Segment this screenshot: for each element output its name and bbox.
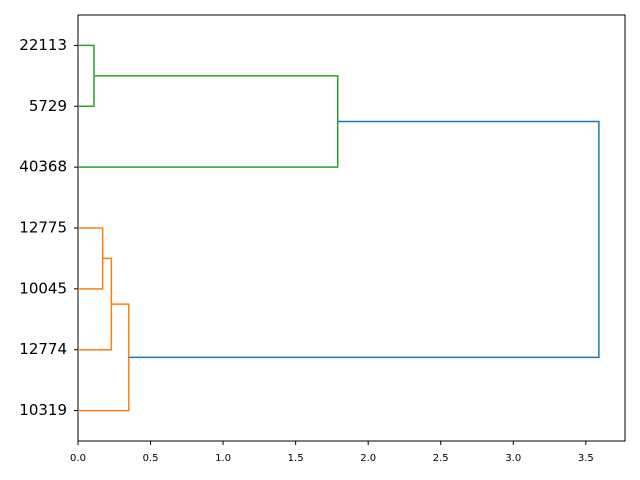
leaf-label: 40368 [19,158,67,176]
x-tick-label: 3.0 [505,453,521,464]
leaf-label: 10319 [19,401,67,419]
link [78,75,339,168]
link [78,227,104,290]
x-tick-label: 1.5 [288,453,304,464]
link [78,303,130,412]
x-tick-label: 2.5 [433,453,449,464]
leaf-label: 12774 [19,340,67,358]
link [128,120,600,359]
link [78,257,113,351]
x-tick-label: 0.0 [70,453,86,464]
plot-frame [77,14,626,442]
x-tick-label: 2.0 [360,453,376,464]
link [78,44,95,108]
leaf-label: 5729 [29,97,67,115]
x-tick-label: 0.5 [143,453,159,464]
x-tick-label: 3.5 [578,453,594,464]
x-tick-label: 1.0 [215,453,231,464]
leaf-label: 12775 [19,219,67,237]
leaf-label: 10045 [19,279,67,297]
leaf-label: 22113 [19,36,67,54]
